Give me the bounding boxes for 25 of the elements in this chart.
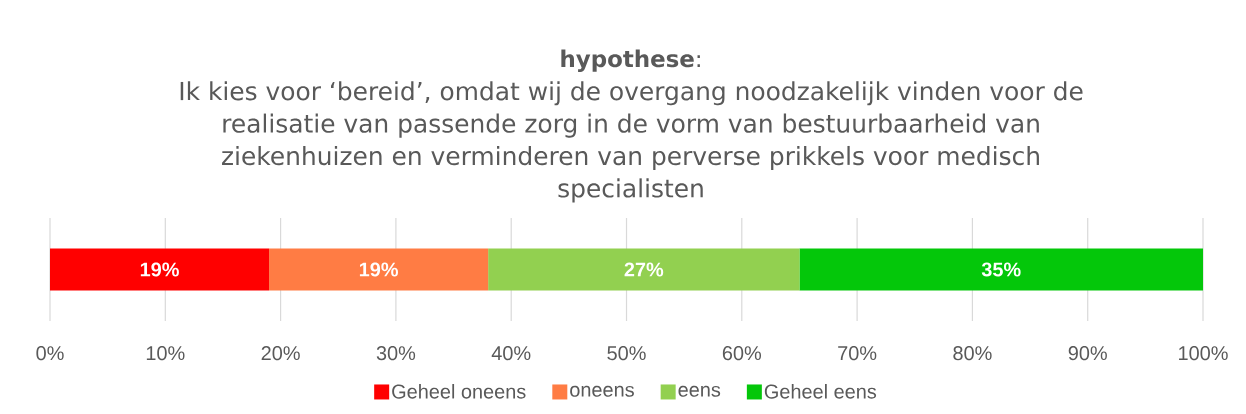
data-label: 19%	[140, 262, 179, 277]
x-tick-label: 80%	[953, 346, 992, 361]
x-tick-label: 20%	[261, 346, 300, 361]
bar	[269, 248, 489, 291]
x-tick-label: 30%	[376, 346, 416, 361]
x-tick-label: 60%	[722, 346, 762, 361]
legend-label: oneens	[570, 385, 634, 397]
x-tick-label: 50%	[607, 346, 646, 361]
data-label: 35%	[981, 262, 1021, 277]
bar	[488, 248, 800, 291]
data-label: 19%	[359, 262, 399, 277]
legend-label: eens	[678, 385, 721, 397]
data-label: 27%	[624, 262, 664, 277]
x-tick-label: 100%	[1179, 346, 1228, 361]
legend-label: Geheel oneens	[392, 384, 526, 399]
chart-title: hypothese:	[561, 49, 700, 72]
bar	[50, 248, 270, 291]
x-tick-label: 40%	[491, 346, 531, 361]
bar	[799, 248, 1204, 291]
x-tick-label: 10%	[146, 346, 185, 361]
x-tick-label: 90%	[1068, 346, 1107, 361]
chart-subtitle: Ik kies voor ‘bereid’, omdat wij de overgang noodzakelijk vinden voor de realisatie van passende zorg in de vorm van bestuurbaarheid van ziekenhuizen en verminderen van perverse prikkels voor medisch specialisten	[180, 81, 1083, 203]
x-tick-label: 70%	[838, 346, 877, 361]
legend-label: Geheel eens	[764, 384, 877, 399]
x-tick-label: 0%	[36, 346, 64, 361]
